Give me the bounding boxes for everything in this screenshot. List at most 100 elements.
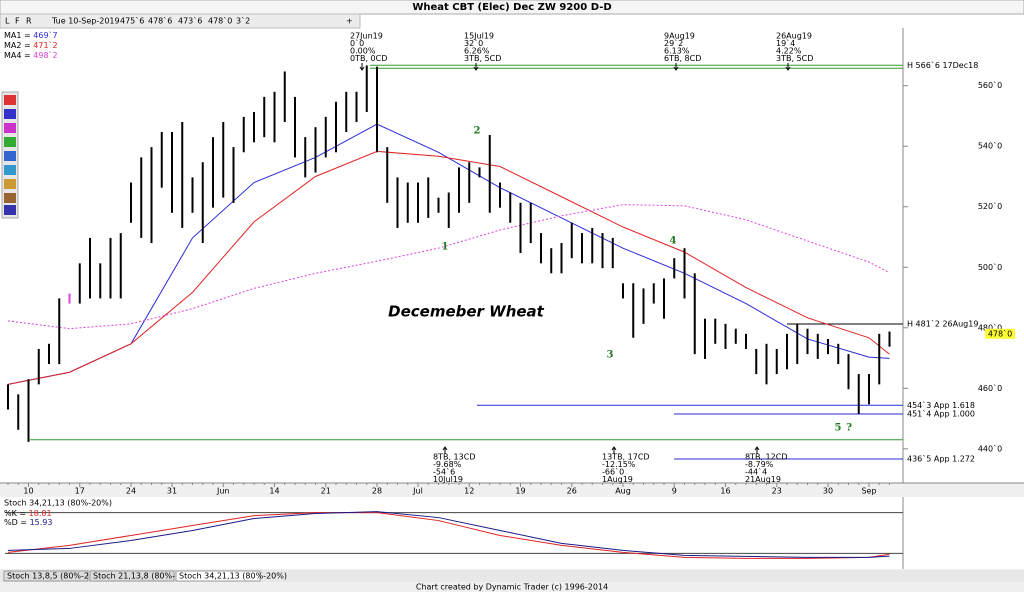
info-bar [0,13,361,29]
swing-annotation: 3TB, 5CD [776,54,813,63]
arrow [611,446,617,454]
x-tick-label: 19 [515,487,525,496]
x-tick-label: 14 [269,487,279,496]
swing-annotation: 0`0 [350,38,364,48]
tool-icon[interactable] [4,109,16,119]
arrow [673,63,679,71]
swing-annotation: -12.15% [602,460,636,469]
legend-entry: %D = 15.93 [4,518,52,527]
x-tick-label: 30 [823,487,833,496]
swing-annotation: -8.79% [745,460,774,469]
swing-annotation: 29`2 [664,38,683,48]
x-tick-label: 10 [23,487,33,496]
level-label: 454`3 App 1.618 [907,400,975,410]
tool-icon[interactable] [4,137,16,147]
tool-icon[interactable] [4,123,16,133]
swing-annotation: 13TB, 17CD [602,453,650,462]
x-tick-label: Jun [216,487,230,496]
y-tick-label: 460`0 [978,383,1002,393]
x-tick-label: 17 [75,487,85,496]
tab-label[interactable]: Stoch 21,13,8 (80%-20%) [93,572,196,581]
swing-annotation: -66`0 [602,467,624,477]
y-tick-label: 500`0 [978,262,1002,272]
high: 478`6 [148,16,172,26]
wave-label: 3 [607,350,614,361]
close: 478`0 [208,16,232,26]
add-button[interactable]: + [346,17,353,26]
wave-label: ? [846,423,852,434]
x-tick-label: Sep [861,487,876,496]
line-series [7,512,890,559]
open: 475`6 [120,16,144,26]
wave-label: 4 [670,236,677,247]
tab-label[interactable]: Stoch 13,8,5 (80%-20%) [7,572,105,581]
line-series [7,150,890,385]
toolbar-button[interactable]: L [5,17,10,26]
tab-label[interactable]: Stoch 34,21,13 (80%-20%) [179,572,287,581]
tool-icon[interactable] [4,179,16,189]
tool-icon[interactable] [4,193,16,203]
swing-annotation: 10Jul19 [433,475,463,484]
y-tick-label: 560`0 [978,80,1002,90]
x-tick-label: 9 [672,487,677,496]
swing-annotation: 9Aug19 [664,32,695,41]
x-tick-label: 26 [567,487,577,496]
footer: Chart created by Dynamic Trader (c) 1996… [416,583,608,592]
y-tick-label: 540`0 [978,141,1002,151]
wave-label: 1 [442,242,449,253]
tab[interactable] [89,570,175,582]
arrow [473,63,479,71]
level-label: H 566`6 17Dec18 [907,60,978,70]
legend-entry: %K = 18.81 [4,509,52,518]
swing-annotation: 8TB, 12CD [745,453,787,462]
legend-entry: MA1 = 469`7 [4,30,58,40]
tab[interactable] [3,570,89,582]
legend-entry: MA4 = 498`2 [4,50,58,60]
low: 473`6 [178,16,202,26]
tool-icon[interactable] [4,165,16,175]
swing-annotation: 0.00% [350,47,376,56]
wave-label: 2 [474,126,481,137]
line-series [7,204,890,330]
swing-annotation: 1Aug19 [602,475,633,484]
last-price-box [985,328,1015,339]
date: Tue 10-Sep-2019 [51,17,120,26]
x-tick-label: 31 [167,487,177,496]
level-label: 436`5 App 1.272 [907,454,975,464]
x-tick-label: 21 [321,487,331,496]
tool-icon[interactable] [4,205,16,215]
swing-annotation: 19`4 [776,38,795,48]
tool-icon[interactable] [4,151,16,161]
price-pane [0,14,1024,483]
legend-entry: MA2 = 471`2 [4,40,58,50]
y-tick-label: 520`0 [978,201,1002,211]
x-tick-label: 23 [772,487,782,496]
title-bar [0,0,1024,15]
last-price-label: 478`0 [988,328,1012,338]
swing-annotation: 3TB, 5CD [464,54,501,63]
swing-annotation: -54`6 [433,467,455,477]
swing-annotation: 6TB, 8CD [664,54,701,63]
swing-annotation: -44`4 [745,467,767,477]
line-series [7,511,890,558]
x-tick-label: 16 [720,487,730,496]
chart-annotation: Decemeber Wheat [388,303,545,321]
swing-annotation: 8TB, 13CD [433,453,475,462]
swing-annotation: 26Aug19 [776,32,812,41]
x-tick-label: Aug [615,487,631,496]
swing-annotation: 15Jul19 [464,32,494,41]
x-tick-label: 12 [464,487,474,496]
tool-icon[interactable] [4,95,16,105]
toolbar-button[interactable]: R [26,17,32,26]
level-label: 451`4 App 1.000 [907,409,975,419]
chart-title: Wheat CBT (Elec) Dec ZW 9200 D-D [412,2,611,13]
stoch-title: Stoch 34,21,13 (80%-20%) [4,499,112,508]
swing-annotation: 4.22% [776,47,802,56]
toolbar-button[interactable]: F [15,17,20,26]
tab[interactable] [175,570,261,582]
x-tick-label: 24 [126,487,136,496]
swing-annotation: 27Jun19 [350,32,383,41]
y-tick-label: 480`0 [978,322,1002,332]
swing-annotation: 6.13% [664,47,690,56]
